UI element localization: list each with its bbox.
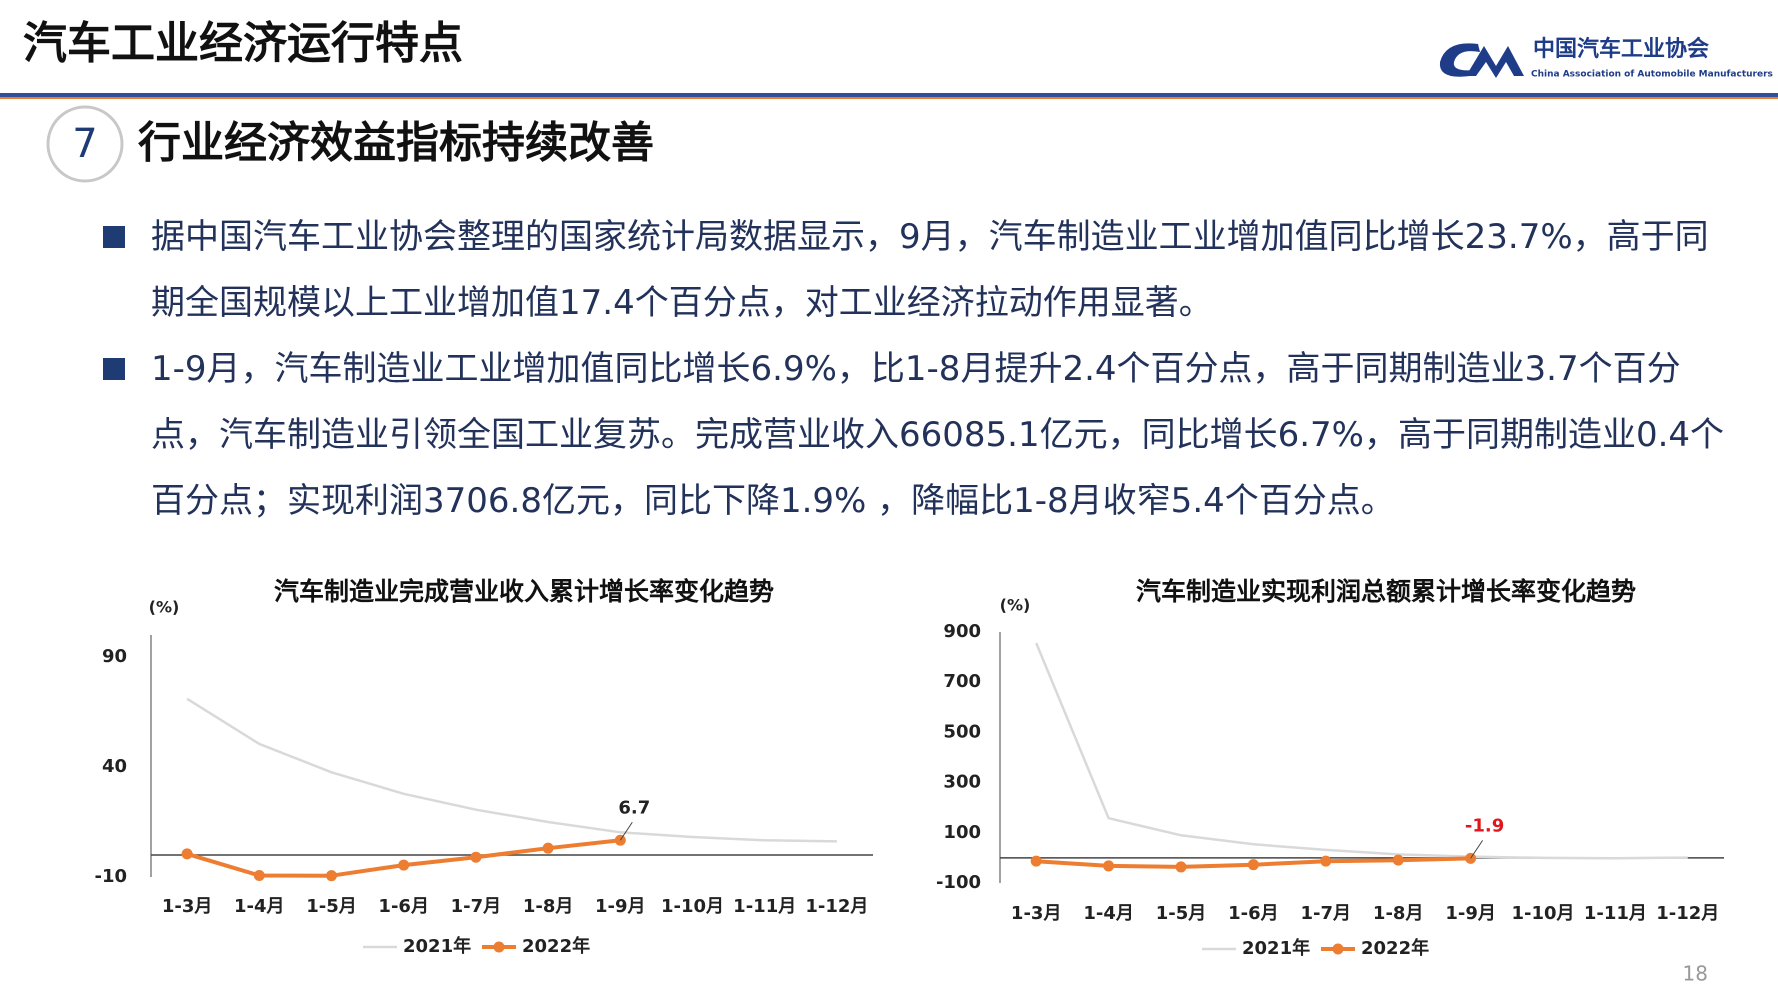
- chart-title: 汽车制造业实现利润总额累计增长率变化趋势: [1136, 577, 1636, 606]
- bullet-marker: [103, 358, 125, 380]
- y-tick-label: 500: [943, 721, 981, 742]
- x-tick-label: 1-11月: [733, 896, 796, 917]
- legend-label: 2021年: [403, 935, 471, 957]
- point-marker: [542, 842, 554, 854]
- x-tick-label: 1-8月: [523, 896, 574, 917]
- y-axis-label: (%): [149, 598, 180, 617]
- y-tick-label: 300: [943, 772, 981, 793]
- point-marker: [1247, 859, 1259, 871]
- x-tick-label: 1-12月: [805, 896, 868, 917]
- x-tick-label: 1-7月: [451, 896, 502, 917]
- point-marker: [1320, 855, 1332, 867]
- series-line: [186, 697, 837, 843]
- data-label: 6.7: [618, 797, 650, 818]
- x-tick-label: 1-11月: [1584, 903, 1647, 924]
- x-tick-label: 1-12月: [1656, 903, 1719, 924]
- section-badge: [46, 105, 124, 183]
- x-tick-label: 1-4月: [234, 896, 285, 917]
- label-leader: [1470, 840, 1484, 859]
- x-tick-label: 1-8月: [1373, 903, 1424, 924]
- legend-label: 2022年: [522, 935, 590, 957]
- point-marker: [181, 848, 193, 860]
- x-tick-label: 1-10月: [1511, 903, 1574, 924]
- bullet-marker: [103, 226, 125, 248]
- x-tick-label: 1-10月: [661, 896, 724, 917]
- y-tick-label: -100: [936, 872, 981, 893]
- point-marker: [1103, 860, 1115, 872]
- bullet-text: 据中国汽车工业协会整理的国家统计局数据显示，9月，汽车制造业工业增加值同比增长2…: [151, 217, 1709, 323]
- legend-marker: [493, 941, 505, 953]
- x-tick-label: 1-7月: [1301, 903, 1352, 924]
- series-line: [1035, 642, 1688, 860]
- data-label: -1.9: [1465, 815, 1504, 836]
- section-number: 7: [72, 121, 97, 167]
- legend-label: 2022年: [1361, 937, 1429, 959]
- label-leader: [619, 821, 633, 841]
- section-title: 行业经济效益指标持续改善: [138, 119, 654, 169]
- point-marker: [326, 870, 337, 882]
- header-rule: [0, 93, 1778, 97]
- logo-cn: 中国汽车工业协会: [1533, 36, 1709, 62]
- point-marker: [470, 851, 482, 863]
- legend-marker: [1332, 943, 1344, 955]
- y-tick-label: 40: [102, 756, 127, 777]
- slide-title: 汽车工业经济运行特点: [23, 18, 463, 69]
- logo-mark: [1439, 43, 1524, 78]
- y-axis-label: (%): [1000, 596, 1031, 615]
- legend-label: 2021年: [1242, 937, 1310, 959]
- x-tick-label: 1-5月: [306, 896, 357, 917]
- logo-en: China Association of Automobile Manufact…: [1531, 70, 1773, 80]
- x-tick-label: 1-9月: [1445, 903, 1496, 924]
- header-rule-accent: [0, 97, 1778, 99]
- y-tick-label: 700: [943, 671, 981, 692]
- x-tick-label: 1-6月: [1228, 903, 1279, 924]
- y-tick-label: 90: [102, 646, 127, 667]
- y-tick-label: 100: [943, 822, 981, 843]
- point-marker: [1030, 855, 1042, 867]
- y-tick-label: -10: [94, 866, 127, 887]
- point-marker: [398, 859, 410, 871]
- point-marker: [1392, 854, 1404, 866]
- page-number: 18: [1683, 962, 1708, 986]
- point-marker: [1175, 861, 1187, 873]
- x-tick-label: 1-3月: [1011, 903, 1062, 924]
- bullet-text: 1-9月，汽车制造业工业增加值同比增长6.9%，比1-8月提升2.4个百分点，高…: [151, 349, 1725, 521]
- x-tick-label: 1-4月: [1083, 903, 1134, 924]
- x-tick-label: 1-6月: [378, 896, 429, 917]
- y-tick-label: 900: [943, 621, 981, 642]
- x-tick-label: 1-3月: [162, 896, 213, 917]
- x-tick-label: 1-9月: [595, 896, 646, 917]
- x-tick-label: 1-5月: [1156, 903, 1207, 924]
- point-marker: [253, 869, 265, 881]
- chart-title: 汽车制造业完成营业收入累计增长率变化趋势: [274, 577, 774, 606]
